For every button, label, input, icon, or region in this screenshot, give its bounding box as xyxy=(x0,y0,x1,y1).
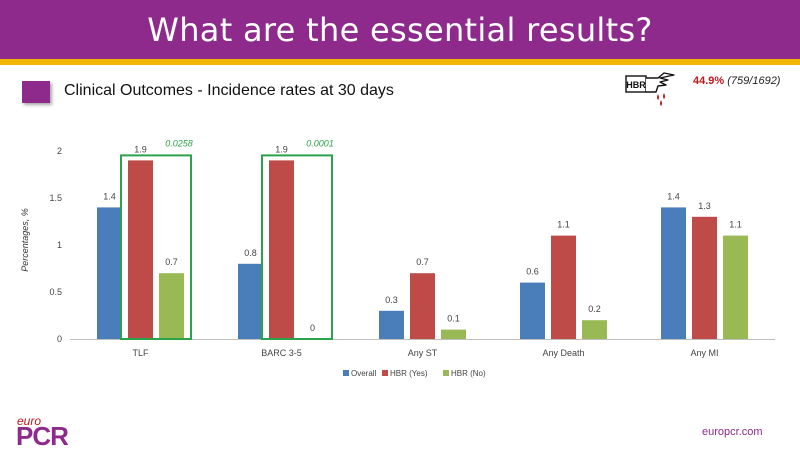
y-axis-label: Percentages, % xyxy=(20,208,30,272)
bar xyxy=(159,273,184,339)
legend-swatch xyxy=(343,370,349,376)
data-label: 0.1 xyxy=(447,314,460,324)
data-label: 1.3 xyxy=(698,201,711,211)
data-label: 0.2 xyxy=(588,304,601,314)
legend-label: Overall xyxy=(351,369,377,378)
bar xyxy=(410,273,435,339)
data-label: 0.6 xyxy=(526,267,539,277)
x-tick-label: Any ST xyxy=(408,348,438,358)
significance-box xyxy=(120,154,192,340)
legend-label: HBR (Yes) xyxy=(390,369,428,378)
significance-box xyxy=(261,154,333,340)
data-label: 1.9 xyxy=(134,144,147,154)
p-value-label: 0.0001 xyxy=(306,138,334,148)
hbr-count: (759/1692) xyxy=(727,75,781,87)
legend-swatch xyxy=(443,370,449,376)
subtitle-marker xyxy=(22,81,50,103)
y-tick-label: 0 xyxy=(57,334,62,344)
bar xyxy=(520,282,545,339)
y-tick-label: 2 xyxy=(57,146,62,156)
chart-subtitle: Clinical Outcomes - Incidence rates at 3… xyxy=(64,82,394,99)
legend-label: HBR (No) xyxy=(451,369,486,378)
data-label: 1.1 xyxy=(729,220,742,230)
data-label: 1.9 xyxy=(275,144,288,154)
legend-swatch xyxy=(382,370,388,376)
y-tick-label: 0.5 xyxy=(49,287,62,297)
hbr-percent: 44.9% xyxy=(693,75,725,87)
bar xyxy=(661,207,686,339)
hbr-stat: 44.9% (759/1692) xyxy=(693,75,780,87)
hbr-icon-label: HBR xyxy=(626,80,646,90)
bar xyxy=(551,235,576,339)
data-label: 1.4 xyxy=(667,191,680,201)
bar xyxy=(379,310,404,339)
x-tick-label: Any MI xyxy=(690,348,718,358)
bar xyxy=(128,160,153,339)
data-label: 0.7 xyxy=(416,257,429,267)
bar xyxy=(269,160,294,339)
header-accent-stripe xyxy=(0,59,800,65)
data-label: 0 xyxy=(310,323,315,333)
data-label: 1.4 xyxy=(103,191,116,201)
bar xyxy=(723,235,748,339)
page-title: What are the essential results? xyxy=(147,10,653,49)
bar xyxy=(692,216,717,339)
x-tick-label: Any Death xyxy=(542,348,584,358)
data-label: 0.7 xyxy=(165,257,178,267)
y-tick-label: 1 xyxy=(57,240,62,250)
title-banner: What are the essential results? xyxy=(0,0,800,59)
x-tick-label: TLF xyxy=(132,348,149,358)
bar xyxy=(97,207,122,339)
data-label: 0.8 xyxy=(244,248,257,258)
bar xyxy=(238,263,263,339)
bar xyxy=(582,320,607,339)
europcr-logo-euro: euro xyxy=(17,414,42,428)
y-tick-label: 1.5 xyxy=(49,193,62,203)
hand-blood-icon: HBR xyxy=(625,72,675,106)
bar xyxy=(441,329,466,339)
data-label: 0.3 xyxy=(385,295,398,305)
data-label: 1.1 xyxy=(557,220,570,230)
europcr-logo: PCR xyxy=(16,421,69,451)
p-value-label: 0.0258 xyxy=(165,138,193,148)
hbr-icon: HBR xyxy=(624,67,684,107)
x-tick-label: BARC 3-5 xyxy=(261,348,302,358)
footer-url: europcr.com xyxy=(702,426,763,438)
